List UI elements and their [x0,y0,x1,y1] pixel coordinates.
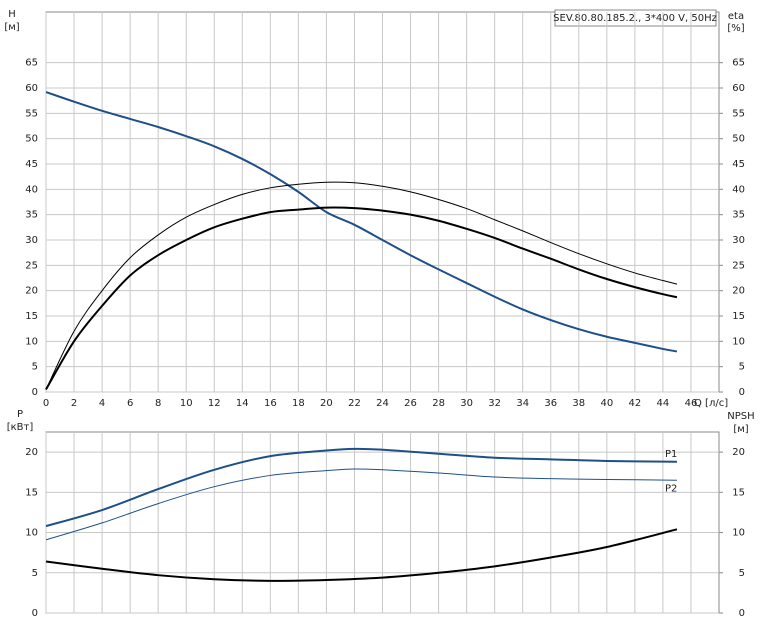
y2-unit: [м] [733,424,748,435]
x-tick-label: 2 [71,398,77,409]
x-tick-label: 12 [208,398,221,409]
x-tick-label: 34 [516,398,529,409]
y2-tick-label: 5 [739,362,745,373]
x-tick-label: 6 [127,398,133,409]
y2-tick-label: 15 [732,311,745,322]
curve [45,181,678,390]
x-tick-label: 0 [43,398,49,409]
y-tick-label: 35 [25,210,38,221]
y2-tick-label: 0 [739,608,745,619]
y-tick-label: 55 [25,108,38,119]
y2-tick-label: 30 [732,235,745,246]
x-tick-label: 32 [488,398,501,409]
y2-tick-label: 50 [732,134,745,145]
x-tick-label: 30 [460,398,473,409]
y-tick-label: 10 [25,336,38,347]
curve [45,447,677,528]
y-tick-label: 20 [25,447,38,458]
y-tick-label: 15 [25,311,38,322]
y2-tick-label: 20 [732,286,745,297]
y2-tick-label: 60 [732,83,745,94]
y2-tick-label: 40 [732,184,745,195]
y2-tick-label: 5 [739,568,745,579]
y-tick-label: 5 [32,362,38,373]
x-tick-label: 10 [180,398,193,409]
x-tick-label: 38 [572,398,585,409]
y-tick-label: 40 [25,184,38,195]
x-tick-label: 14 [236,398,249,409]
y2-tick-label: 10 [732,336,745,347]
y-tick-label: 5 [32,568,38,579]
y2-label: eta [728,11,744,22]
legend-label: P1 [665,449,677,460]
y2-tick-label: 65 [732,58,745,69]
x-tick-label: 28 [432,398,445,409]
curve [45,206,678,390]
y-label: P [17,409,23,420]
x-tick-label: 26 [404,398,417,409]
x-tick-label: 16 [264,398,277,409]
y2-tick-label: 20 [732,447,745,458]
x-tick-label: 40 [600,398,613,409]
y-tick-label: 50 [25,134,38,145]
curve [45,528,678,582]
y2-tick-label: 0 [739,387,745,398]
title-box [554,9,717,27]
y-tick-label: 65 [25,58,38,69]
x-tick-label: 20 [320,398,333,409]
y2-unit: [%] [727,23,744,34]
x-label: Q [л/с] [694,398,728,409]
x-tick-label: 42 [629,398,642,409]
curve [45,468,677,541]
y-tick-label: 25 [25,260,38,271]
x-tick-label: 22 [348,398,361,409]
x-tick-label: 4 [99,398,105,409]
y-tick-label: 45 [25,159,38,170]
y2-tick-label: 45 [732,159,745,170]
y2-tick-label: 55 [732,108,745,119]
y-tick-label: 15 [25,487,38,498]
y-tick-label: 30 [25,235,38,246]
y-tick-label: 20 [25,286,38,297]
y-tick-label: 0 [32,387,38,398]
y-unit: [м] [4,22,19,33]
y-tick-label: 0 [32,608,38,619]
curve [45,91,678,353]
y2-tick-label: 25 [732,260,745,271]
x-tick-label: 18 [292,398,305,409]
x-tick-label: 24 [376,398,389,409]
x-tick-label: 44 [657,398,670,409]
x-tick-label: 36 [544,398,557,409]
y2-tick-label: 35 [732,210,745,221]
legend-label: P2 [665,483,677,494]
y2-tick-label: 15 [732,487,745,498]
x-tick-label: 46 [685,398,698,409]
y-label: H [8,9,16,20]
y-unit: [кВт] [7,422,34,433]
y2-label: NPSH [727,411,754,422]
y-tick-label: 60 [25,83,38,94]
x-tick-label: 8 [155,398,161,409]
y-tick-label: 10 [25,528,38,539]
y2-tick-label: 10 [732,528,745,539]
